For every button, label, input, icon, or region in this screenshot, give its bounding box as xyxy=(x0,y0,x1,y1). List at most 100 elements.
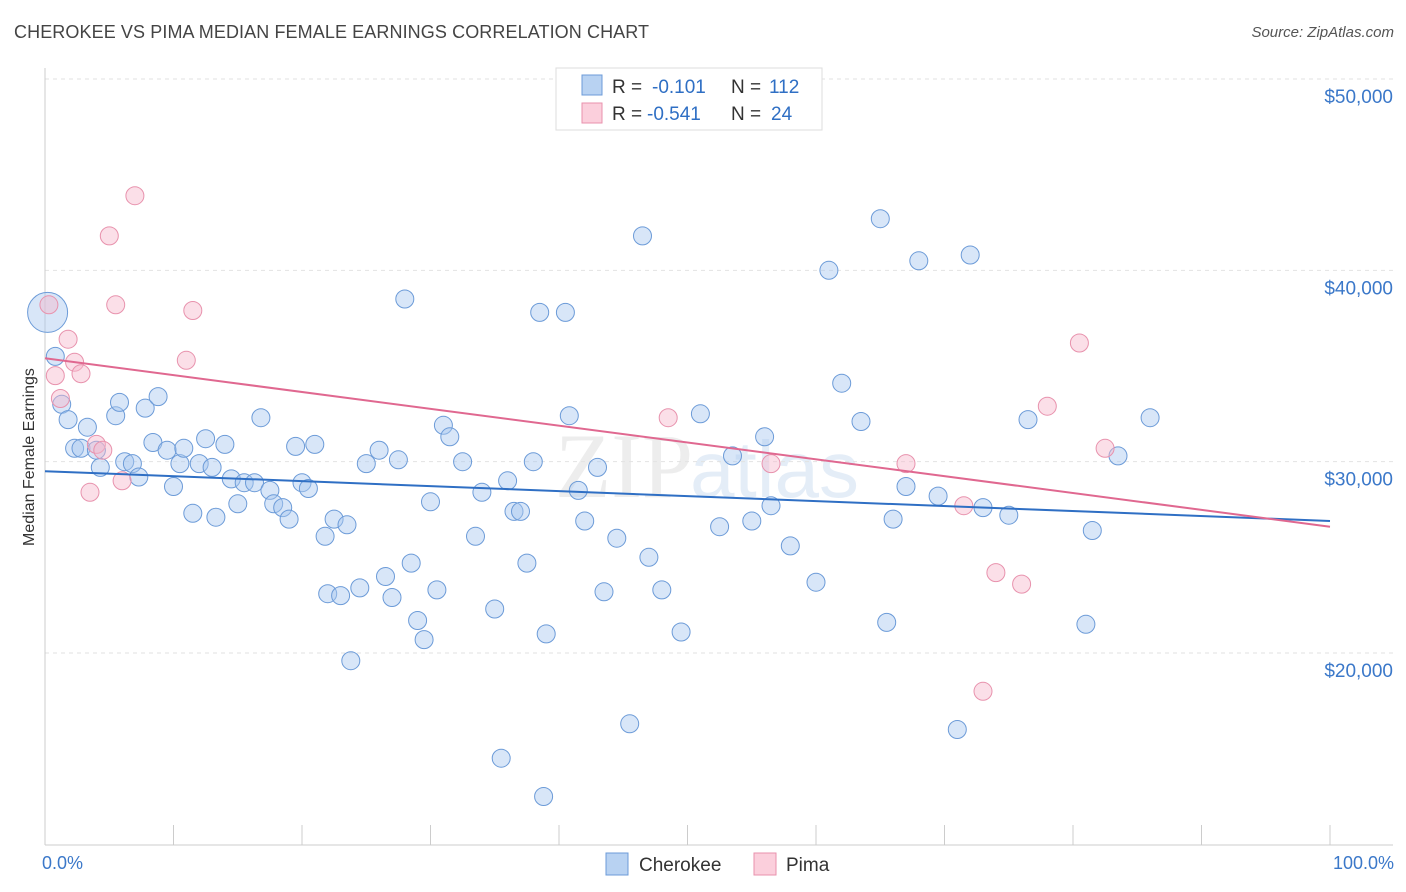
cherokee-point-23 xyxy=(196,429,216,449)
cherokee-point-80 xyxy=(620,714,640,734)
pima-point-20 xyxy=(986,563,1006,583)
cherokee-point-72 xyxy=(536,624,556,644)
cherokee-point-47 xyxy=(356,454,376,474)
legend-r-label-pima: R = xyxy=(612,104,642,125)
cherokee-point-99 xyxy=(896,477,916,496)
cherokee-point-10 xyxy=(110,392,129,412)
cherokee-points xyxy=(27,209,1160,806)
cherokee-point-3 xyxy=(58,410,78,430)
cherokee-point-42 xyxy=(324,509,344,529)
y-tick-label-2: $40,000 xyxy=(1324,278,1393,299)
cherokee-point-46 xyxy=(350,578,370,598)
cherokee-point-22 xyxy=(189,454,209,474)
chart-title: CHEROKEE VS PIMA MEDIAN FEMALE EARNINGS … xyxy=(14,22,650,42)
cherokee-point-92 xyxy=(806,572,826,592)
pima-point-14 xyxy=(183,301,203,320)
cherokee-point-61 xyxy=(466,526,485,546)
x-tick-label-min: 0.0% xyxy=(42,853,83,873)
cherokee-point-90 xyxy=(761,496,781,516)
pima-point-17 xyxy=(896,454,916,474)
pima-point-8 xyxy=(93,440,113,460)
legend-swatch-pima xyxy=(581,102,603,124)
cherokee-point-26 xyxy=(215,434,235,454)
cherokee-point-25 xyxy=(206,507,226,527)
cherokee-point-34 xyxy=(273,498,293,518)
legend-r-value-pima: -0.541 xyxy=(647,104,701,125)
y-tick-label-1: $30,000 xyxy=(1324,470,1393,491)
cherokee-point-91 xyxy=(780,536,800,556)
y-tick-label-0: $20,000 xyxy=(1324,661,1393,682)
cherokee-point-75 xyxy=(568,480,588,500)
cherokee-point-51 xyxy=(388,450,408,470)
cherokee-point-39 xyxy=(305,434,325,454)
cherokee-point-86 xyxy=(710,517,730,537)
cherokee-point-49 xyxy=(376,567,395,586)
cherokee-point-20 xyxy=(174,438,194,458)
cherokee-point-43 xyxy=(331,586,351,606)
watermark-zip: ZIP xyxy=(555,415,693,517)
cherokee-trend-line xyxy=(44,470,1331,522)
cherokee-point-85 xyxy=(690,404,710,424)
cherokee-point-24 xyxy=(202,457,222,477)
cherokee-point-60 xyxy=(453,452,473,472)
gridlines xyxy=(45,78,1393,654)
cherokee-point-73 xyxy=(555,302,575,322)
bottom-legend-label-cherokee: Cherokee xyxy=(639,855,721,876)
cherokee-point-96 xyxy=(870,209,890,229)
cherokee-point-55 xyxy=(414,630,434,650)
x-ticks xyxy=(44,825,1331,845)
cherokee-point-106 xyxy=(1018,410,1038,430)
cherokee-point-65 xyxy=(498,471,518,491)
cherokee-point-66 xyxy=(504,501,524,521)
cherokee-point-38 xyxy=(298,479,318,498)
cherokee-point-68 xyxy=(517,553,537,573)
y-tick-label-3: $50,000 xyxy=(1324,87,1393,108)
cherokee-point-50 xyxy=(382,588,402,607)
x-tick-label-max: 100.0% xyxy=(1333,853,1394,873)
cherokee-point-79 xyxy=(607,528,627,548)
y-axis-title: Median Female Earnings xyxy=(21,368,38,546)
cherokee-point-70 xyxy=(530,302,550,322)
cherokee-point-69 xyxy=(523,452,543,472)
pima-point-2 xyxy=(50,389,70,408)
cherokee-point-16 xyxy=(148,387,168,407)
cherokee-point-101 xyxy=(928,486,948,506)
pima-point-5 xyxy=(71,364,91,384)
bottom-legend-swatch-cherokee xyxy=(605,852,629,876)
pima-point-13 xyxy=(176,350,196,370)
pima-trend-line xyxy=(44,357,1331,528)
bottom-legend-label-pima: Pima xyxy=(786,855,830,876)
pima-point-3 xyxy=(58,329,78,349)
cherokee-point-31 xyxy=(251,408,271,428)
cherokee-point-57 xyxy=(427,580,447,600)
pima-point-23 xyxy=(1069,333,1089,353)
cherokee-point-44 xyxy=(337,515,357,535)
cherokee-point-4 xyxy=(65,438,85,458)
cherokee-point-78 xyxy=(594,582,614,602)
cherokee-point-71 xyxy=(534,787,554,806)
cherokee-point-53 xyxy=(401,553,421,573)
pima-point-16 xyxy=(761,454,781,474)
trend-lines xyxy=(44,357,1331,528)
cherokee-point-5 xyxy=(71,438,91,458)
cherokee-point-58 xyxy=(433,415,453,435)
pima-point-11 xyxy=(112,471,132,491)
cherokee-point-74 xyxy=(559,406,579,426)
cherokee-point-95 xyxy=(851,412,871,431)
cherokee-point-87 xyxy=(723,446,742,466)
cherokee-point-62 xyxy=(472,482,492,502)
cherokee-point-81 xyxy=(633,226,652,246)
cherokee-point-54 xyxy=(408,611,428,630)
legend-n-label-cherokee: N = xyxy=(731,77,761,98)
cherokee-point-97 xyxy=(877,612,897,632)
pima-point-9 xyxy=(99,226,119,246)
legend-n-label-pima: N = xyxy=(731,104,761,125)
pima-point-19 xyxy=(973,681,993,701)
legend-r-value-cherokee: -0.101 xyxy=(652,77,706,98)
cherokee-point-94 xyxy=(832,373,852,393)
cherokee-point-17 xyxy=(157,440,177,460)
pima-point-24 xyxy=(1095,438,1115,458)
cherokee-point-83 xyxy=(652,580,672,600)
correlation-legend: R = -0.101 N = 112 R = -0.541 N = 24 xyxy=(555,67,823,131)
pima-point-0 xyxy=(39,295,59,315)
